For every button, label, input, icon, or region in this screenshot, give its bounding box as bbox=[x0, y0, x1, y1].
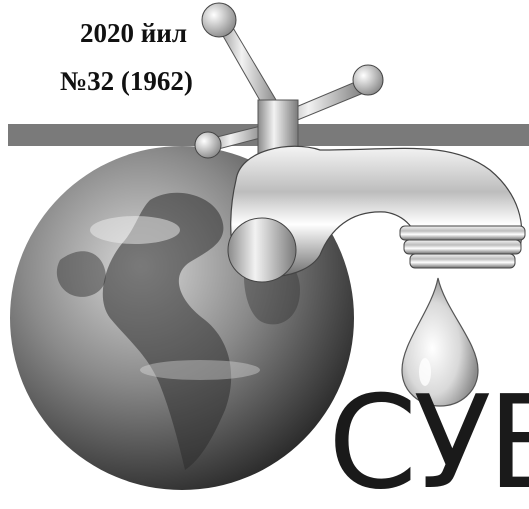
faucet-icon bbox=[194, 2, 526, 283]
issue-year: 2020 йил bbox=[80, 18, 188, 48]
headline-text: СУВ bbox=[328, 369, 529, 509]
water-drop-icon bbox=[401, 277, 479, 407]
issue-number: №32 (1962) bbox=[60, 66, 193, 96]
